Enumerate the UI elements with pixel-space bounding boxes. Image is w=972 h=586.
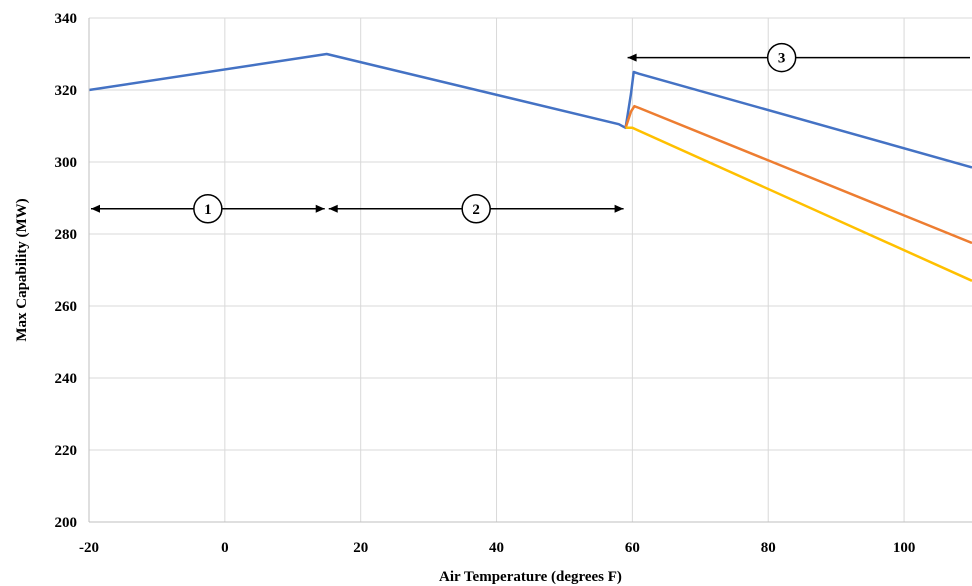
x-tick-label: 40 — [489, 540, 504, 556]
x-tick-label: -20 — [79, 540, 99, 556]
y-axis-title: Max Capability (MW) — [14, 198, 30, 341]
series-line-1 — [88, 52, 972, 169]
series-line-2 — [624, 104, 972, 245]
y-tick-label: 300 — [55, 155, 78, 171]
series-lines — [88, 52, 972, 282]
arrowhead — [328, 204, 338, 213]
x-axis-title: Air Temperature (degrees F) — [439, 569, 622, 585]
range-marker-label: 1 — [204, 202, 212, 218]
arrowhead — [91, 204, 100, 213]
range-marker-circle — [193, 194, 223, 224]
range-annotations: 1 2 3 — [91, 42, 970, 224]
y-tick-label: 340 — [55, 11, 78, 27]
x-tick-label: 80 — [761, 540, 776, 556]
y-tick-label: 200 — [55, 515, 78, 531]
y-tick-label: 320 — [55, 83, 78, 99]
x-tick-label: 20 — [353, 540, 368, 556]
series-line-3 — [625, 126, 972, 282]
arrowhead — [627, 53, 637, 62]
range-marker-circle — [461, 194, 491, 224]
range-marker-label: 2 — [472, 202, 480, 218]
x-tick-label: 100 — [893, 540, 916, 556]
gridlines — [89, 17, 972, 522]
axes — [88, 18, 972, 523]
range-marker-label: 3 — [778, 51, 786, 67]
tick-labels: 200 220 240 260 280 300 320 340 -20 0 20 40 60 80 100 — [55, 11, 916, 556]
y-tick-label: 240 — [55, 371, 78, 387]
x-tick-label: 60 — [625, 540, 640, 556]
y-tick-label: 260 — [55, 299, 78, 315]
y-tick-label: 280 — [55, 227, 78, 243]
x-tick-label: 0 — [221, 540, 229, 556]
y-tick-label: 220 — [55, 443, 78, 459]
range-marker-circle — [766, 42, 797, 73]
arrowhead — [614, 204, 624, 213]
arrowhead — [315, 204, 325, 213]
